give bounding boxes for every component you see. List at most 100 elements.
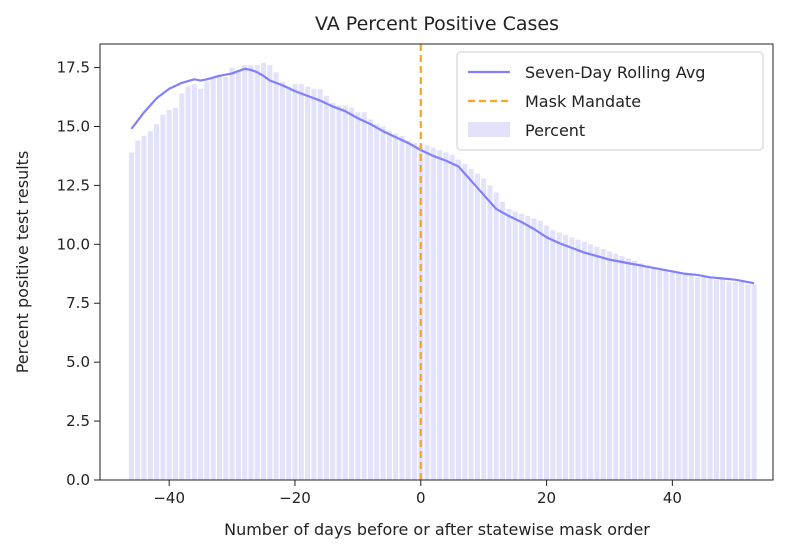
legend-box	[456, 51, 764, 151]
bar	[594, 246, 600, 480]
bar	[317, 88, 323, 480]
bar	[468, 168, 474, 480]
y-tick-label: 10.0	[57, 235, 90, 253]
bar	[732, 282, 738, 480]
bar	[160, 114, 166, 480]
bar	[688, 274, 694, 480]
bar	[575, 239, 581, 480]
bar	[229, 67, 235, 480]
bar	[638, 263, 644, 480]
x-tick-label: −40	[153, 489, 185, 507]
bar	[462, 164, 468, 480]
bar	[481, 178, 487, 480]
bar	[223, 76, 229, 481]
bar	[279, 81, 285, 481]
bar	[286, 86, 292, 481]
bar	[701, 277, 707, 480]
bar	[556, 232, 562, 480]
bar	[456, 159, 462, 481]
bar	[405, 140, 411, 480]
bar	[386, 131, 392, 480]
bar	[569, 237, 575, 480]
bar	[518, 213, 524, 480]
bar	[600, 249, 606, 480]
legend-label-rolling-avg: Seven-Day Rolling Avg	[525, 63, 705, 82]
bar	[273, 72, 279, 480]
bar	[336, 105, 342, 480]
bar	[663, 270, 669, 480]
y-tick-label: 12.5	[57, 176, 90, 194]
bar	[437, 150, 443, 481]
rolling-avg-line	[130, 67, 755, 285]
legend-swatch-percent	[468, 122, 510, 137]
y-tick-label: 17.5	[57, 59, 90, 77]
rolling-avg-layer	[130, 67, 755, 285]
bar	[349, 107, 355, 480]
bar	[185, 86, 191, 481]
y-tick-label: 15.0	[57, 117, 90, 135]
bar	[613, 253, 619, 480]
y-tick-label: 2.5	[66, 412, 90, 430]
bar	[644, 265, 650, 480]
bar	[248, 65, 254, 481]
bar	[550, 230, 556, 480]
y-axis-label: Percent positive test results	[13, 151, 32, 374]
bar	[154, 124, 160, 480]
bar	[682, 274, 688, 480]
bar	[292, 84, 298, 480]
legend-label-percent: Percent	[525, 121, 585, 140]
bar	[367, 119, 373, 481]
bar	[676, 272, 682, 480]
x-tick-label: 0	[416, 489, 426, 507]
bar	[298, 84, 304, 480]
x-tick-label: −20	[279, 489, 311, 507]
bar	[487, 185, 493, 480]
bar	[430, 147, 436, 480]
bar	[216, 74, 223, 480]
bar	[380, 126, 386, 481]
x-tick-label: 40	[663, 489, 682, 507]
legend: Seven-Day Rolling Avg Mask Mandate Perce…	[456, 51, 764, 151]
bar	[562, 234, 568, 480]
x-axis-ticks: −40 −20 0 20 40	[153, 480, 682, 507]
bar	[424, 145, 430, 480]
bar	[619, 256, 625, 480]
bar	[707, 277, 713, 480]
bar	[713, 279, 719, 480]
y-tick-label: 5.0	[66, 353, 90, 371]
bar	[204, 81, 210, 481]
bar	[305, 86, 311, 481]
bar	[141, 135, 147, 480]
legend-label-mask-mandate: Mask Mandate	[525, 92, 641, 111]
bar	[172, 107, 178, 480]
bar	[720, 279, 726, 480]
bar	[311, 88, 317, 480]
bar	[323, 95, 329, 480]
bar	[235, 69, 241, 481]
bar	[625, 258, 631, 480]
bar	[411, 142, 417, 481]
bar	[512, 211, 518, 480]
bar	[355, 112, 361, 480]
bar	[695, 277, 701, 480]
bar	[166, 109, 172, 481]
bar	[506, 208, 512, 480]
bar	[669, 272, 675, 480]
bar	[330, 102, 336, 481]
bar	[726, 282, 732, 480]
bar	[361, 112, 367, 480]
x-axis-label: Number of days before or after statewise…	[224, 520, 650, 539]
bar	[342, 105, 348, 480]
bar	[267, 65, 273, 481]
bar	[525, 216, 531, 481]
bar	[751, 284, 757, 480]
x-tick-label: 20	[537, 489, 556, 507]
percent-bars	[128, 62, 757, 481]
bar	[147, 131, 153, 480]
bar	[739, 282, 745, 480]
bar	[210, 76, 216, 481]
bar	[544, 225, 550, 480]
bar	[242, 65, 248, 481]
bar	[606, 251, 612, 480]
